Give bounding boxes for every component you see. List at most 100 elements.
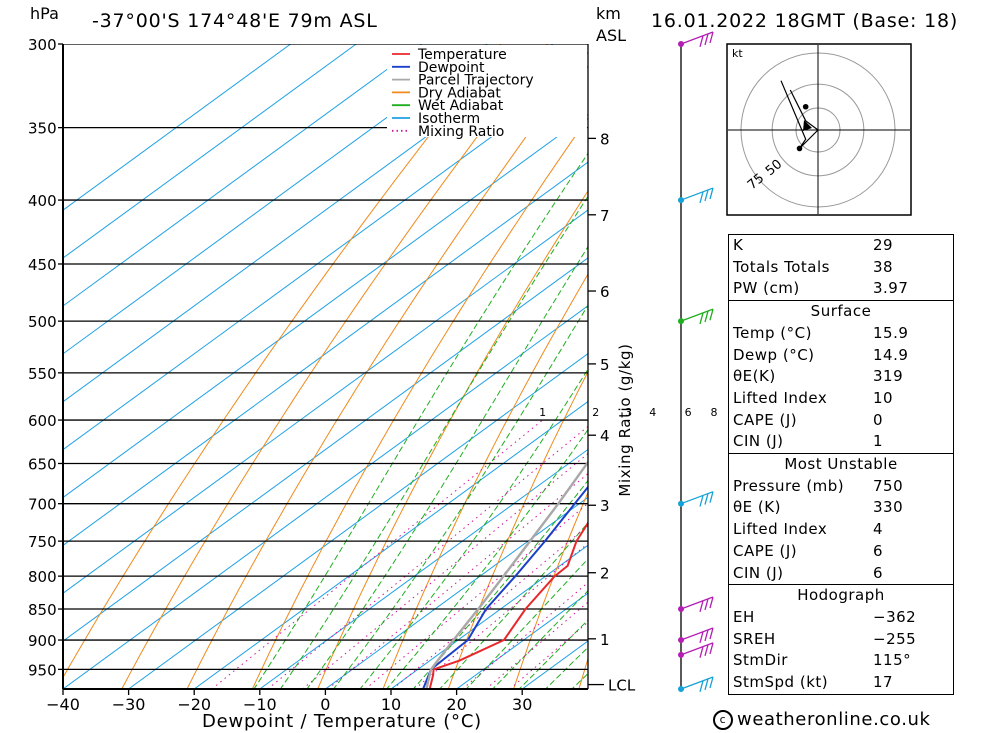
x-axis-title: Dewpoint / Temperature (°C) <box>202 711 482 732</box>
mixing-ratio-label: 8 <box>711 406 718 419</box>
index-label: StmSpd (kt) <box>733 673 829 692</box>
isotherm-line <box>63 113 588 499</box>
wind-barb-feather <box>704 189 709 202</box>
km-tick-label: 7 <box>600 207 610 225</box>
legend-entry-label: Temperature <box>417 47 507 63</box>
dry-adiabat-line <box>251 116 588 689</box>
wind-barb-feather <box>699 646 704 658</box>
index-row: Pressure (mb) 750 <box>729 476 953 498</box>
mixing-ratio-label: 2 <box>592 406 599 419</box>
surface-indices: Temp (°C) 15.9 Dewp (°C) 14.9 θE(K) 319 Lifted… <box>729 323 953 453</box>
wind-barb-column <box>678 31 714 692</box>
temperature-tick-label: 0 <box>320 695 330 714</box>
dry-adiabat-line <box>317 190 588 689</box>
pressure-tick-label: 600 <box>28 412 57 430</box>
isotherm-line <box>63 305 588 689</box>
index-value: 17 <box>873 673 894 692</box>
index-value: 115° <box>873 651 912 670</box>
index-label: CAPE (J) <box>733 541 798 560</box>
most-unstable-indices: Pressure (mb) 750 θE (K) 330 Lifted Index 4 CA… <box>729 476 953 585</box>
index-value: −255 <box>873 629 917 648</box>
wind-barb-feather <box>709 31 714 44</box>
hodograph-title: Hodograph <box>797 586 885 605</box>
parcel-series-line <box>425 460 588 689</box>
isotherm-line <box>259 448 588 689</box>
temperature-tick-label: −20 <box>177 695 211 714</box>
legend-entry-label: Mixing Ratio <box>418 124 504 140</box>
index-label: Temp (°C) <box>733 323 812 342</box>
km-tick-label: 3 <box>600 497 610 515</box>
pressure-tick-label: 450 <box>28 256 57 274</box>
wind-barb-staff <box>680 676 714 690</box>
copyright-icon: c <box>713 710 733 730</box>
mixing-ratio-label: 4 <box>649 406 656 419</box>
mixing-ratio-label: 3 <box>625 406 632 419</box>
km-tick-label: 2 <box>600 565 610 583</box>
wind-barb <box>678 308 714 325</box>
datetime-title: 16.01.2022 18GMT (Base: 18) <box>651 10 958 32</box>
index-label: θE (K) <box>733 498 781 517</box>
index-value: 6 <box>873 541 884 560</box>
wind-barb-staff <box>680 596 714 610</box>
isotherm-line <box>128 353 588 689</box>
isotherm-line <box>63 44 488 355</box>
km-label: km <box>596 4 621 23</box>
index-value: 0 <box>873 410 884 429</box>
temperature-tick-label: 20 <box>446 695 466 714</box>
most-unstable-title: Most Unstable <box>784 455 898 474</box>
wind-barb-staff <box>680 308 714 322</box>
legend-entry-label: Dewpoint <box>418 60 485 76</box>
wind-barb <box>678 491 714 507</box>
index-row: StmSpd (kt) 17 <box>729 672 953 694</box>
background-lines <box>63 44 588 689</box>
isotherm-line <box>193 400 588 689</box>
wet-adiabat-line <box>306 245 588 689</box>
plot-frame <box>62 44 589 690</box>
index-row: CIN (J) 1 <box>729 431 953 453</box>
wind-barb-feather <box>709 627 714 640</box>
isotherm-line <box>325 496 588 689</box>
isotherm-line <box>63 44 554 403</box>
temperature-tick-label: −10 <box>243 695 277 714</box>
isotherm-line <box>63 44 291 211</box>
index-row: Lifted Index 4 <box>729 519 953 541</box>
location-title: -37°00'S 174°48'E 79m ASL <box>92 10 378 32</box>
index-row: SREH −255 <box>729 629 953 651</box>
index-label: CIN (J) <box>733 563 784 582</box>
credit[interactable]: c weatheronline.co.uk <box>713 709 931 730</box>
wind-barb-feather <box>699 35 704 47</box>
pressure-tick-label: 300 <box>28 36 57 54</box>
wind-barb-feather <box>699 680 704 692</box>
index-value: 1 <box>873 432 884 451</box>
wind-barb-feather <box>704 310 709 323</box>
index-value: 38 <box>873 257 894 276</box>
wind-barb-feather <box>704 33 709 46</box>
isotherm-line <box>63 65 588 451</box>
pressure-tick-label: 550 <box>28 365 57 383</box>
wind-barb <box>678 31 714 47</box>
legend-entry-label: Wet Adiabat <box>418 98 504 114</box>
index-value: 4 <box>873 520 884 539</box>
index-value: 750 <box>873 476 904 495</box>
dry-adiabat-line <box>186 51 588 689</box>
hodograph-point <box>796 145 803 152</box>
legend-entry-label: Parcel Trajectory <box>418 73 534 89</box>
index-label: EH <box>733 607 755 626</box>
legend-box <box>387 45 587 137</box>
dry-adiabat-line <box>121 44 548 689</box>
wind-barb-feather <box>699 191 704 204</box>
dry-adiabat-line <box>513 491 588 689</box>
temperature-tick-label: 10 <box>381 695 401 714</box>
wind-barb-feather <box>709 491 714 503</box>
wind-barb-staff <box>680 627 714 641</box>
index-row: StmDir 115° <box>729 650 953 672</box>
wind-barb-feather <box>699 312 704 325</box>
index-label: SREH <box>733 629 776 648</box>
hpa-label: hPa <box>30 4 59 23</box>
wind-barb-feather <box>704 644 709 656</box>
isotherm-line <box>63 161 588 546</box>
wind-barb-staff <box>680 187 714 201</box>
index-value: 6 <box>873 563 884 582</box>
credit-text[interactable]: weatheronline.co.uk <box>737 709 931 730</box>
